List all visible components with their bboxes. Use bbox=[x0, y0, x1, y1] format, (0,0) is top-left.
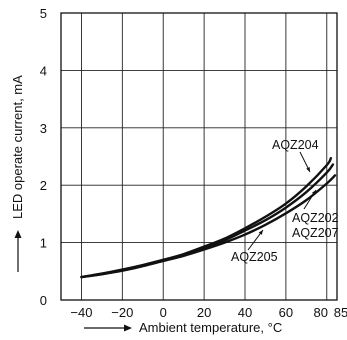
y-tick-labels: 0 1 2 3 4 5 bbox=[40, 6, 47, 308]
x-tick-label: 40 bbox=[238, 305, 252, 320]
y-tick-label: 2 bbox=[40, 178, 47, 193]
x-tick-label: 0 bbox=[160, 305, 167, 320]
x-axis-title-group: Ambient temperature, °C bbox=[84, 320, 282, 335]
x-tick-label: 85 bbox=[334, 305, 347, 320]
x-tick-label: 20 bbox=[197, 305, 211, 320]
plot-frame bbox=[60, 12, 338, 301]
x-tick-label: −40 bbox=[70, 305, 92, 320]
y-axis-title: LED operate current, mA bbox=[10, 75, 25, 219]
annotation-arrowhead-icon bbox=[258, 230, 263, 235]
x-axis-arrowhead-icon bbox=[124, 324, 132, 332]
y-tick-label: 0 bbox=[40, 293, 47, 308]
y-tick-label: 4 bbox=[40, 63, 47, 78]
annotation-arrowhead-icon bbox=[306, 167, 310, 172]
x-tick-labels: −40 −20 0 20 40 60 80 85 bbox=[70, 305, 347, 320]
data-curves bbox=[80, 157, 337, 279]
x-tick-label: 60 bbox=[279, 305, 293, 320]
annotation-aqz202: AQZ202 bbox=[292, 211, 339, 225]
y-tick-label: 1 bbox=[40, 236, 47, 251]
annotation-arrowhead-icon bbox=[311, 190, 316, 195]
x-tick-label: 80 bbox=[314, 305, 328, 320]
x-tick-label: −20 bbox=[111, 305, 133, 320]
grid bbox=[61, 13, 337, 300]
y-tick-label: 3 bbox=[40, 121, 47, 136]
y-axis-arrowhead-icon bbox=[14, 230, 22, 238]
y-tick-label: 5 bbox=[40, 6, 47, 21]
x-axis-title: Ambient temperature, °C bbox=[139, 320, 282, 335]
annotation-aqz207: AQZ207 bbox=[292, 226, 339, 240]
series-line-aqz205 bbox=[80, 174, 337, 279]
y-axis-title-group: LED operate current, mA bbox=[10, 75, 25, 272]
annotation-aqz205: AQZ205 bbox=[231, 250, 278, 264]
annotation-aqz204: AQZ204 bbox=[272, 138, 319, 152]
